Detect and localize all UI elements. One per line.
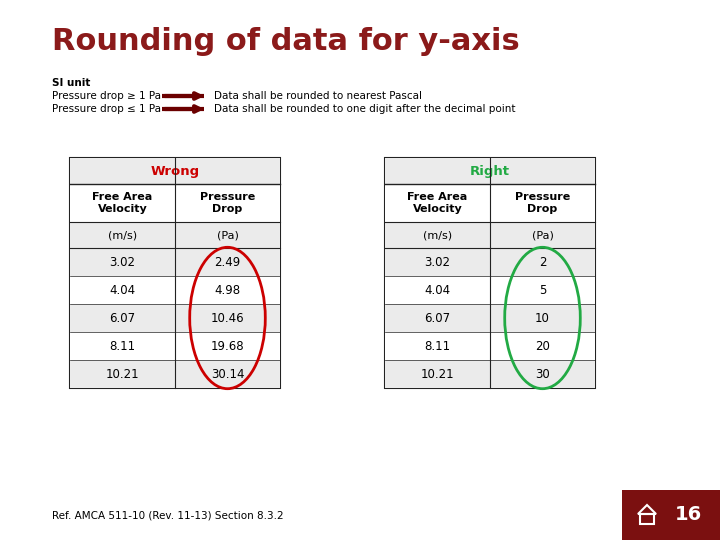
Text: Pressure drop ≤ 1 Pa: Pressure drop ≤ 1 Pa	[52, 104, 161, 114]
Text: (m/s): (m/s)	[108, 230, 137, 240]
Text: 2: 2	[539, 255, 546, 268]
Bar	[622, 490, 720, 540]
Bar	[385, 158, 595, 184]
Bar	[385, 360, 595, 388]
Text: 3.02: 3.02	[425, 255, 451, 268]
Bar	[385, 184, 595, 222]
Text: Data shall be rounded to nearest Pascal: Data shall be rounded to nearest Pascal	[214, 91, 422, 101]
Text: 16: 16	[675, 505, 701, 524]
Text: Right: Right	[470, 165, 510, 178]
Text: (m/s): (m/s)	[423, 230, 452, 240]
Bar	[385, 248, 595, 276]
Text: Ref. AMCA 511-10 (Rev. 11-13) Section 8.3.2: Ref. AMCA 511-10 (Rev. 11-13) Section 8.…	[52, 511, 284, 521]
Text: 3.02: 3.02	[109, 255, 135, 268]
Text: 30.14: 30.14	[211, 368, 244, 381]
Bar	[70, 332, 280, 360]
Text: Pressure
Drop: Pressure Drop	[515, 192, 570, 214]
Text: Data shall be rounded to one digit after the decimal point: Data shall be rounded to one digit after…	[214, 104, 516, 114]
Text: 4.04: 4.04	[109, 284, 135, 296]
Bar	[70, 184, 280, 222]
Bar	[70, 158, 280, 184]
Text: 30: 30	[535, 368, 550, 381]
Bar	[70, 304, 280, 332]
Bar	[385, 158, 595, 388]
Bar	[385, 276, 595, 304]
Bar	[385, 332, 595, 360]
Text: Pressure drop ≥ 1 Pa: Pressure drop ≥ 1 Pa	[52, 91, 161, 101]
Text: (Pa): (Pa)	[217, 230, 238, 240]
Bar	[70, 248, 280, 276]
Bar	[70, 360, 280, 388]
Bar	[70, 158, 280, 388]
Text: Wrong: Wrong	[150, 165, 199, 178]
Text: 10.21: 10.21	[420, 368, 454, 381]
Text: 10.46: 10.46	[211, 312, 244, 325]
Text: 4.04: 4.04	[424, 284, 451, 296]
Text: 10: 10	[535, 312, 550, 325]
Bar	[640, 514, 654, 524]
Text: 4.98: 4.98	[215, 284, 240, 296]
Text: Free Area
Velocity: Free Area Velocity	[92, 192, 153, 214]
Text: 8.11: 8.11	[109, 340, 135, 353]
Text: Pressure
Drop: Pressure Drop	[200, 192, 255, 214]
Text: Free Area
Velocity: Free Area Velocity	[408, 192, 467, 214]
Text: 8.11: 8.11	[424, 340, 451, 353]
Text: 20: 20	[535, 340, 550, 353]
Text: (Pa): (Pa)	[531, 230, 554, 240]
Text: 6.07: 6.07	[109, 312, 135, 325]
Text: 6.07: 6.07	[424, 312, 451, 325]
Text: 10.21: 10.21	[106, 368, 139, 381]
Text: SI unit: SI unit	[52, 78, 91, 88]
Bar	[70, 276, 280, 304]
Text: Rounding of data for y-axis: Rounding of data for y-axis	[52, 28, 520, 57]
Bar	[385, 304, 595, 332]
Text: 2.49: 2.49	[215, 255, 240, 268]
Text: 5: 5	[539, 284, 546, 296]
Bar	[385, 222, 595, 248]
Text: 19.68: 19.68	[211, 340, 244, 353]
Bar	[70, 222, 280, 248]
